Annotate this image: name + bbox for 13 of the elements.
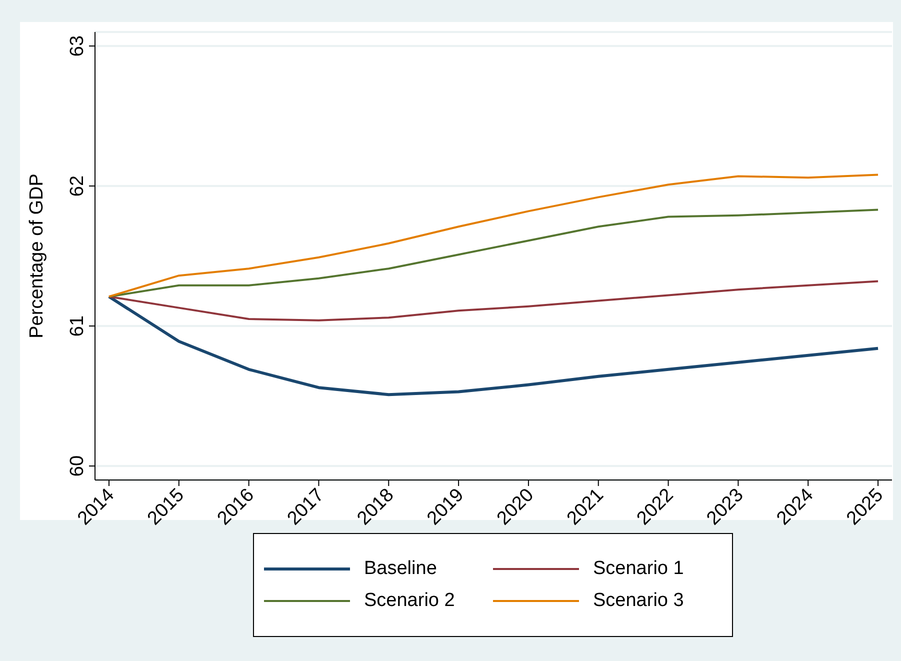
- line-series: [107, 295, 880, 396]
- legend-label: Scenario 2: [364, 590, 455, 612]
- y-axis-title: Percentage of GDP: [26, 174, 48, 338]
- y-tick-label: 60: [67, 455, 88, 477]
- line-series: [108, 280, 880, 322]
- y-tick-label: 62: [67, 175, 88, 197]
- y-tick-label: 61: [67, 315, 88, 337]
- line-series: [108, 208, 880, 298]
- y-tick-label: 63: [67, 35, 88, 57]
- legend-label: Scenario 3: [593, 590, 684, 612]
- legend-label: Scenario 1: [593, 558, 684, 580]
- legend-label: Baseline: [364, 558, 437, 580]
- line-series: [108, 174, 880, 298]
